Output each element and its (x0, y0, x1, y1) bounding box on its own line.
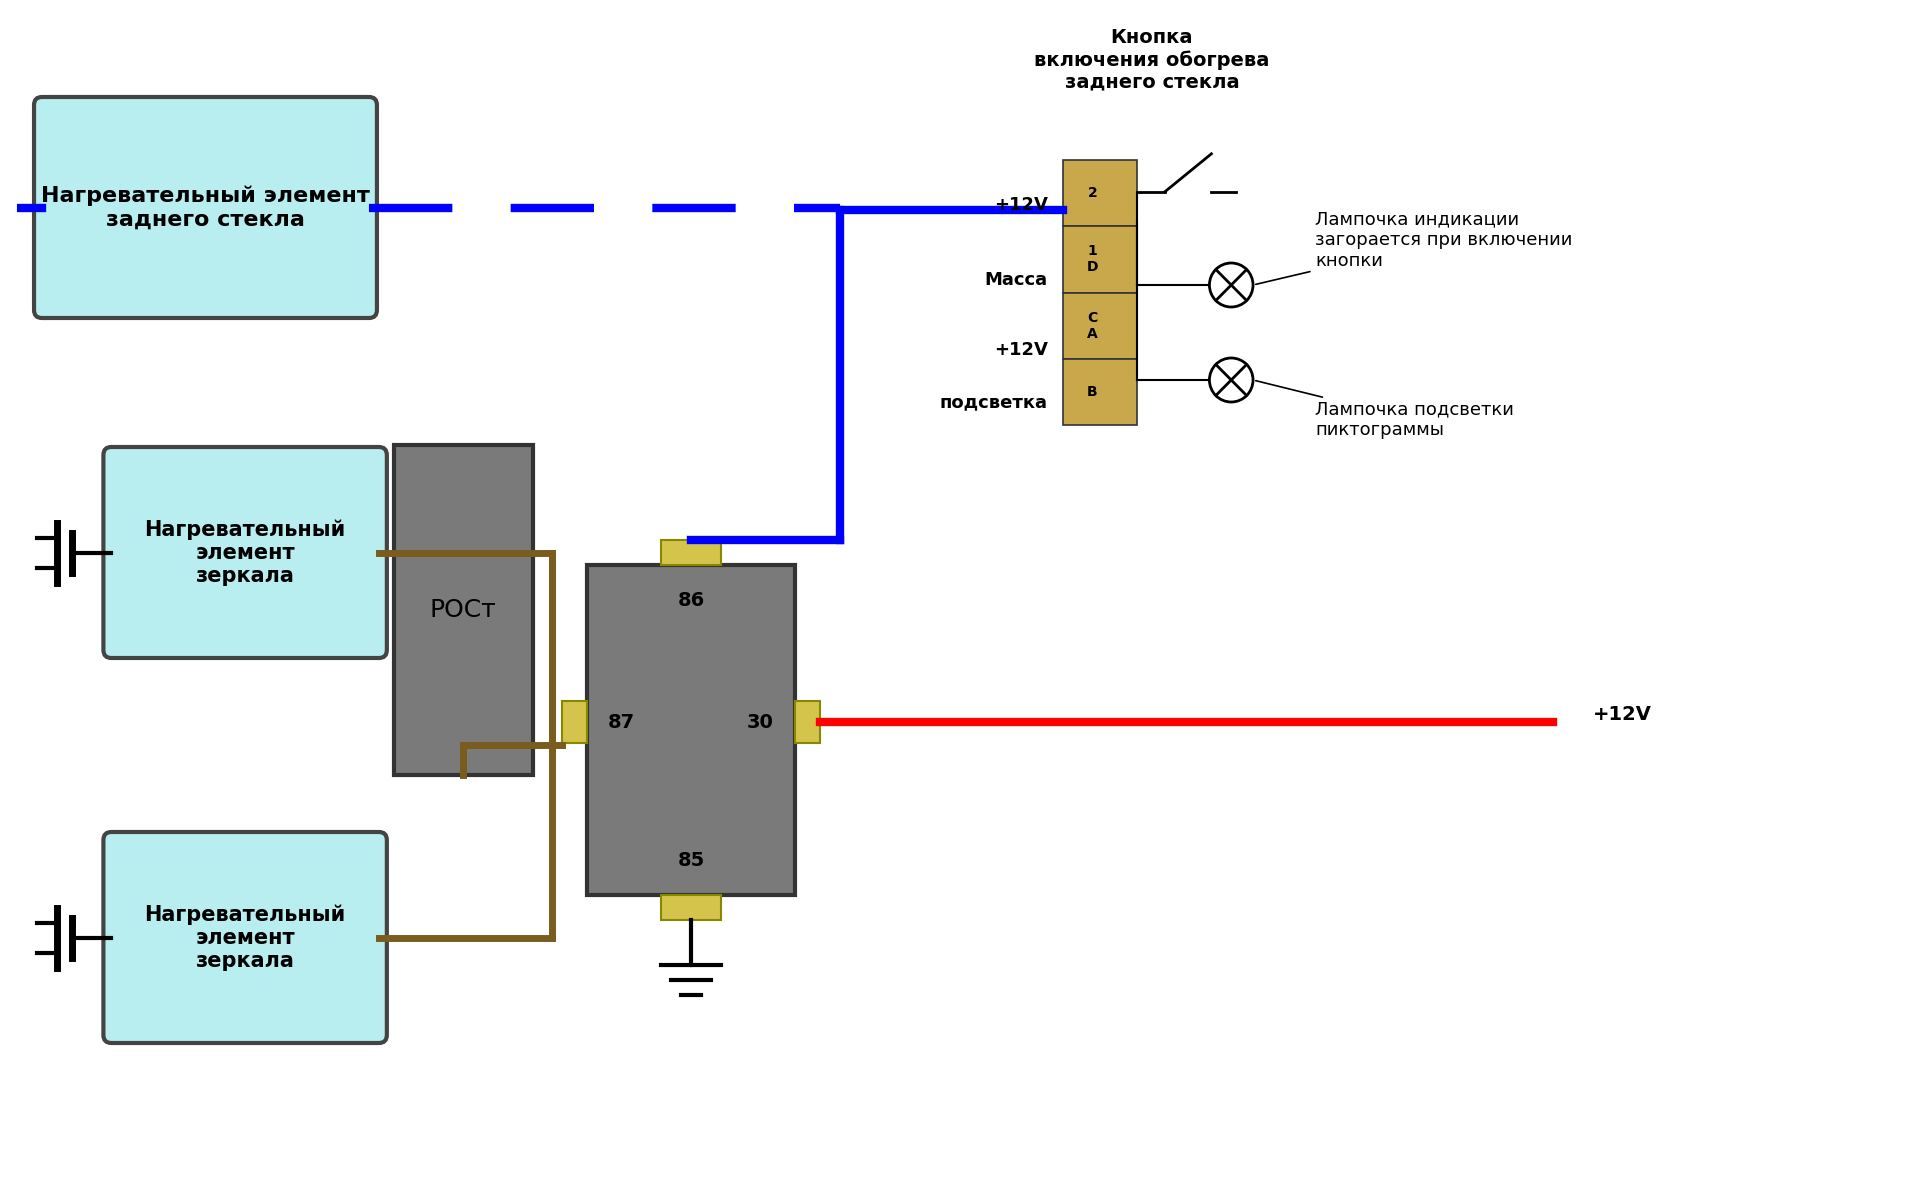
Text: РОСт: РОСт (430, 598, 497, 622)
Text: +12V: +12V (995, 341, 1048, 359)
Text: 2: 2 (1087, 186, 1098, 201)
FancyBboxPatch shape (35, 97, 376, 317)
Text: 87: 87 (609, 713, 636, 732)
Text: Нагревательный
элемент
зеркала: Нагревательный элемент зеркала (144, 904, 346, 971)
Text: Кнопка
включения обогрева
заднего стекла: Кнопка включения обогрева заднего стекла (1035, 28, 1269, 92)
Bar (660, 894, 720, 920)
Bar (660, 540, 720, 565)
Text: 30: 30 (747, 713, 774, 732)
Text: Нагревательный элемент
заднего стекла: Нагревательный элемент заднего стекла (40, 185, 371, 229)
Text: Лампочка подсветки
пиктограммы: Лампочка подсветки пиктограммы (1256, 381, 1515, 439)
Text: +12V: +12V (1594, 704, 1651, 723)
Bar (1064, 293, 1137, 359)
Text: подсветка: подсветка (941, 393, 1048, 411)
Text: 85: 85 (678, 851, 705, 870)
Bar (1064, 359, 1137, 425)
Circle shape (1210, 263, 1254, 307)
FancyBboxPatch shape (104, 832, 386, 1043)
Circle shape (1210, 358, 1254, 402)
FancyBboxPatch shape (104, 447, 386, 658)
Text: +12V: +12V (995, 196, 1048, 214)
Bar (1064, 227, 1137, 293)
Bar (588, 565, 795, 894)
Text: Лампочка индикации
загорается при включении
кнопки: Лампочка индикации загорается при включе… (1256, 210, 1572, 284)
Bar (795, 701, 820, 743)
Text: Нагревательный
элемент
зеркала: Нагревательный элемент зеркала (144, 519, 346, 586)
Bar (563, 701, 588, 743)
FancyBboxPatch shape (394, 445, 532, 775)
Text: C
A: C A (1087, 310, 1098, 341)
Text: 1
D: 1 D (1087, 244, 1098, 275)
Text: B: B (1087, 385, 1098, 399)
Text: Масса: Масса (985, 271, 1048, 289)
Text: 86: 86 (678, 590, 705, 610)
Bar (1064, 160, 1137, 227)
